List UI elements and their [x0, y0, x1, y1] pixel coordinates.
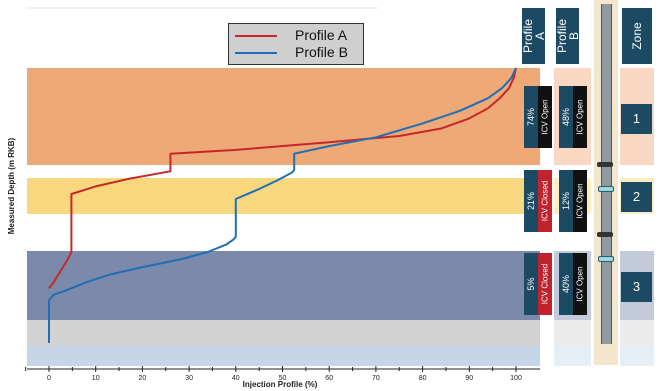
zone-2-band	[27, 178, 540, 214]
column-header-profile-b: Profile B	[554, 8, 581, 64]
x-tick-label-10: 10	[92, 375, 100, 382]
gap-band-2-zone-column	[620, 214, 654, 251]
y-axis-title: Measured Depth (m RKB)	[7, 137, 16, 235]
x-tick-label-20: 20	[139, 375, 147, 382]
series-line-profile-b	[48, 67, 517, 301]
zone-1-profile-b-percent: 48%	[559, 86, 573, 148]
x-tick-label-90: 90	[465, 375, 473, 382]
x-tick-label-80: 80	[419, 375, 427, 382]
zone-3-band	[27, 251, 540, 320]
zone-2-badge: 2	[621, 182, 652, 212]
zone-1-profile-a-percent: 74%	[524, 86, 538, 148]
icv-zone-3	[598, 256, 614, 262]
column-header-profile-a: Profile A	[520, 8, 547, 64]
gap-band-2	[27, 214, 540, 251]
legend-swatch-profile-a	[235, 35, 277, 37]
zone-2-profile-b-percent: 12%	[559, 170, 573, 232]
legend-label-profile-b: Profile B	[295, 44, 348, 60]
packer-lower	[597, 232, 613, 237]
zone-2-profile-b-icv: ICV Open	[573, 170, 587, 232]
zone-1-badge: 1	[621, 104, 652, 134]
lower-blue-band	[27, 346, 540, 366]
zone-3-profile-a-percent: 5%	[524, 253, 538, 315]
lower-blue-band-profile-b-column	[554, 346, 591, 366]
zone-1-profile-a-icv: ICV Open	[538, 86, 552, 148]
x-tick-label-70: 70	[372, 375, 380, 382]
series-line-profile-a	[48, 67, 517, 290]
zone-3-profile-a-icv: ICV Closed	[538, 253, 552, 315]
tubing	[601, 4, 612, 344]
zone-2-profile-a-percent: 21%	[524, 170, 538, 232]
zone-3-profile-b-percent: 40%	[559, 253, 573, 315]
lower-blue-band-zone-column	[620, 346, 654, 366]
x-tick-label-0: 0	[47, 375, 51, 382]
zone-1-profile-b-icv: ICV Open	[573, 86, 587, 148]
column-header-profile-b-label: Profile B	[554, 18, 581, 54]
column-header-zone: Zone	[622, 8, 652, 64]
x-tick-label-50: 50	[279, 375, 287, 382]
zone-1-band	[27, 68, 540, 165]
lower-grey-band-zone-column	[620, 320, 654, 346]
gap-band-1-zone-column	[620, 165, 654, 178]
x-tick-label-40: 40	[232, 375, 240, 382]
lower-grey-band-profile-b-column	[554, 320, 591, 346]
x-tick-label-30: 30	[185, 375, 193, 382]
zone-3-profile-b-icv: ICV Open	[573, 253, 587, 315]
zone-3-badge: 3	[621, 272, 652, 302]
column-header-profile-a-label: Profile A	[520, 18, 547, 54]
series-lines	[48, 67, 517, 343]
icv-zone-2	[598, 186, 614, 192]
packer-upper	[597, 162, 613, 167]
legend-swatch-profile-b	[235, 52, 277, 54]
x-axis: 0 10 20 30 40 50 60 70 80 90 100	[25, 366, 540, 382]
x-tick-label-100: 100	[510, 375, 522, 382]
lower-grey-band	[27, 320, 540, 346]
x-tick-label-60: 60	[325, 375, 333, 382]
legend-label-profile-a: Profile A	[295, 27, 348, 43]
zone-2-profile-a-icv: ICV Closed	[538, 170, 552, 232]
x-axis-title: Injection Profile (%)	[242, 380, 318, 389]
legend: Profile A Profile B	[228, 23, 364, 65]
column-header-zone-label: Zone	[630, 22, 644, 50]
